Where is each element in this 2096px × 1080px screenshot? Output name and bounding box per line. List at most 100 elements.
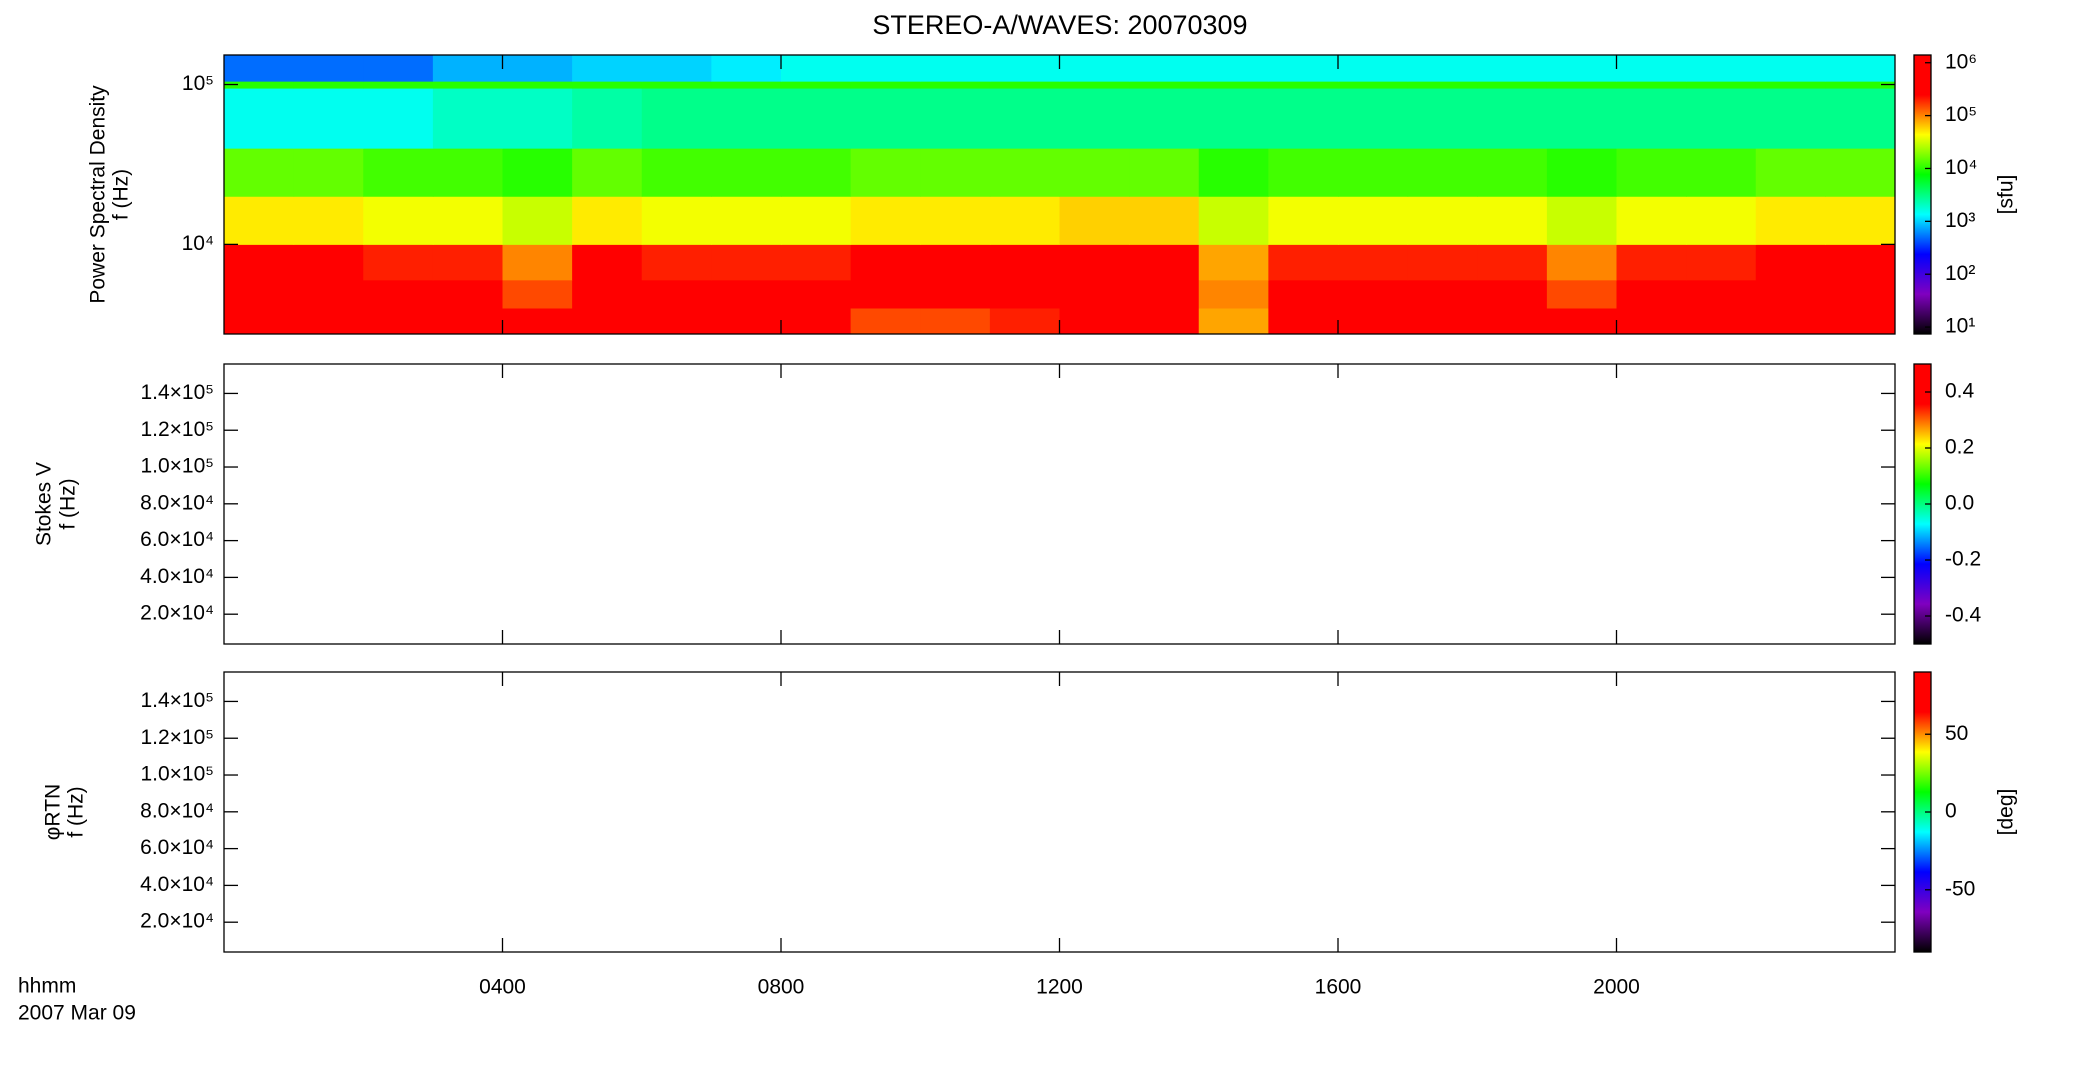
heatmap-cell: [293, 148, 364, 197]
heatmap-cell: [572, 244, 643, 281]
heatmap-cell: [572, 81, 643, 89]
heatmap-cell: [1755, 307, 1826, 335]
heatmap-cell: [1755, 148, 1826, 197]
heatmap-cell: [502, 148, 573, 197]
heatmap-cell: [363, 55, 434, 82]
heatmap-cell: [641, 81, 712, 89]
heatmap-cell: [641, 88, 712, 149]
x-tick-label: 2000: [1593, 976, 1640, 999]
heatmap-cell: [224, 81, 295, 89]
heatmap-cell: [502, 307, 573, 335]
heatmap-cell: [502, 81, 573, 89]
heatmap-cell: [641, 279, 712, 309]
heatmap-cell: [641, 196, 712, 245]
colorbar-tick-label: 0: [1945, 800, 1957, 823]
y-axis-label: Power Spectral Density: [87, 85, 110, 304]
heatmap-cell: [363, 196, 434, 245]
colorbar-tick-label: 10⁵: [1945, 103, 1977, 126]
heatmap-cell: [224, 244, 295, 281]
y-tick-label: 4.0×10⁴: [140, 873, 214, 896]
heatmap-cell: [1338, 279, 1409, 309]
y-axis-label: f (Hz): [65, 786, 88, 837]
plot-frame: [223, 671, 1896, 953]
heatmap-cell: [711, 279, 782, 309]
heatmap-cell: [781, 55, 852, 82]
heatmap-cell: [1268, 196, 1339, 245]
heatmap-cell: [1477, 88, 1548, 149]
heatmap-cell: [432, 88, 503, 149]
colorbar-tick-label: 10¹: [1945, 315, 1975, 338]
heatmap-cell: [1546, 307, 1617, 335]
heatmap-cell: [1616, 148, 1687, 197]
heatmap-cell: [1616, 55, 1687, 82]
heatmap-cell: [1825, 279, 1896, 309]
heatmap-cell: [1198, 244, 1269, 281]
heatmap-cell: [989, 88, 1060, 149]
heatmap-cell: [781, 88, 852, 149]
heatmap-cell: [1129, 307, 1200, 335]
y-tick-label: 1.4×10⁵: [140, 689, 214, 712]
heatmap-cell: [1546, 196, 1617, 245]
heatmap-cell: [1059, 55, 1130, 82]
heatmap-cell: [1546, 55, 1617, 82]
heatmap-cell: [711, 244, 782, 281]
heatmap-cell: [781, 307, 852, 335]
heatmap-cell: [1477, 196, 1548, 245]
heatmap-cell: [1129, 148, 1200, 197]
heatmap-cell: [1686, 196, 1757, 245]
heatmap-cell: [1059, 307, 1130, 335]
heatmap-cell: [1268, 307, 1339, 335]
heatmap-cell: [1686, 88, 1757, 149]
heatmap-cell: [920, 307, 991, 335]
colorbar-tick-label: 10³: [1945, 209, 1975, 232]
y-tick-label: 2.0×10⁴: [140, 602, 214, 625]
heatmap-cell: [1477, 55, 1548, 82]
heatmap-cell: [1407, 148, 1478, 197]
heatmap-cell: [1546, 81, 1617, 89]
x-tick-label: 0800: [758, 976, 805, 999]
heatmap-cell: [363, 88, 434, 149]
x-tick-label: 1200: [1036, 976, 1083, 999]
heatmap-cell: [224, 307, 295, 335]
heatmap-cell: [1198, 148, 1269, 197]
heatmap-cell: [432, 196, 503, 245]
heatmap-cell: [989, 148, 1060, 197]
heatmap-cell: [1129, 81, 1200, 89]
heatmap-cell: [1825, 196, 1896, 245]
colorbar-tick-label: -50: [1945, 877, 1975, 900]
colorbar-label: [deg]: [1995, 789, 2018, 836]
colorbar-tick-label: 10⁶: [1945, 50, 1977, 73]
heatmap-cell: [1686, 148, 1757, 197]
heatmap-cell: [1407, 244, 1478, 281]
heatmap-cell: [989, 307, 1060, 335]
heatmap-cell: [989, 55, 1060, 82]
heatmap-cell: [432, 55, 503, 82]
heatmap-cell: [1129, 244, 1200, 281]
heatmap-cell: [1616, 81, 1687, 89]
heatmap-cell: [781, 244, 852, 281]
heatmap-cell: [850, 244, 921, 281]
heatmap-cell: [1059, 244, 1130, 281]
heatmap-cell: [1198, 196, 1269, 245]
heatmap-cell: [1546, 244, 1617, 281]
heatmap-cell: [293, 55, 364, 82]
heatmap-cell: [572, 88, 643, 149]
heatmap-cell: [850, 148, 921, 197]
colorbar-label: [sfu]: [1995, 175, 2018, 215]
heatmap-cell: [1338, 88, 1409, 149]
heatmap-cell: [1407, 307, 1478, 335]
heatmap-cell: [920, 55, 991, 82]
heatmap-cell: [432, 279, 503, 309]
heatmap-cell: [1755, 55, 1826, 82]
heatmap-cell: [1338, 307, 1409, 335]
heatmap-cell: [1407, 88, 1478, 149]
y-tick-label: 8.0×10⁴: [140, 491, 214, 514]
heatmap-cell: [781, 81, 852, 89]
y-tick-label: 1.4×10⁵: [140, 381, 214, 404]
heatmap-cell: [1546, 148, 1617, 197]
colorbar-tick-label: 10⁴: [1945, 156, 1977, 179]
heatmap-cell: [989, 279, 1060, 309]
heatmap-cell: [641, 307, 712, 335]
heatmap-cell: [1686, 55, 1757, 82]
